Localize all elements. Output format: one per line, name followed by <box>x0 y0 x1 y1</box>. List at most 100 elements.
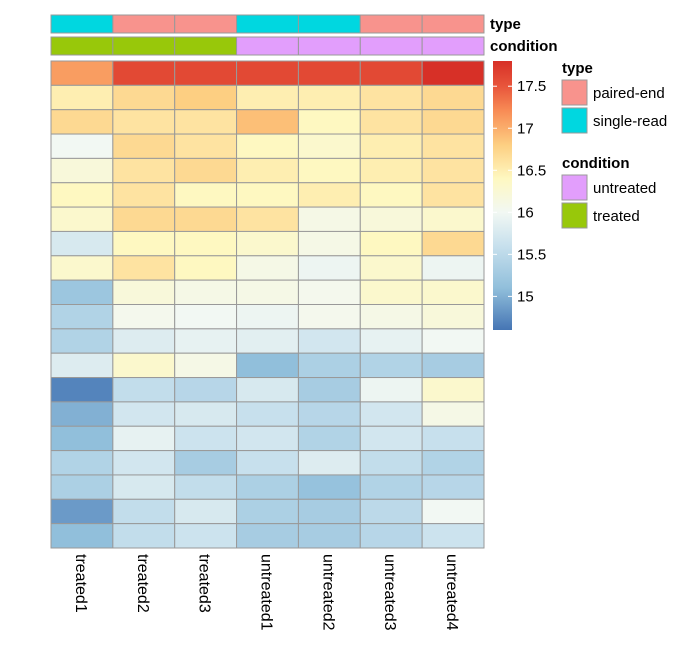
annotation-cell <box>236 36 299 56</box>
heatmap-cell <box>297 255 361 281</box>
heatmap-cell <box>359 450 423 476</box>
heatmap-cell <box>112 157 176 184</box>
heatmap-cell <box>359 328 423 354</box>
heatmap-cell <box>236 206 299 232</box>
heatmap-cell <box>112 60 176 86</box>
heatmap-cell <box>421 255 485 281</box>
heatmap-cell <box>359 474 423 500</box>
legend-item-label: paired-end <box>593 85 665 102</box>
heatmap-cell <box>421 182 485 208</box>
heatmap-cell <box>359 84 423 111</box>
heatmap-cell <box>50 304 114 330</box>
legend-item-label: untreated <box>593 180 656 197</box>
heatmap-cell <box>236 133 299 159</box>
heatmap-cell <box>421 206 485 232</box>
annotation-cell <box>112 36 176 56</box>
heatmap-cell <box>421 279 485 305</box>
heatmap-cell <box>421 230 485 257</box>
heatmap-cell <box>50 182 114 208</box>
color-scale-tick-label: 16 <box>517 204 534 221</box>
heatmap-cell <box>359 157 423 184</box>
heatmap-cell <box>297 498 361 525</box>
heatmap-cell <box>421 450 485 476</box>
heatmap-cell <box>236 60 299 86</box>
heatmap-cell <box>297 157 361 184</box>
heatmap-cell <box>50 450 114 476</box>
color-scale-tick-label: 17 <box>517 120 534 137</box>
annotation-cell <box>174 14 238 34</box>
heatmap-cell <box>112 133 176 159</box>
heatmap-cell <box>174 474 238 500</box>
color-scale-bar <box>493 61 512 330</box>
heatmap-cell <box>50 328 114 354</box>
heatmap-cell <box>112 377 176 403</box>
heatmap-cell <box>174 498 238 525</box>
heatmap-cell <box>112 401 176 427</box>
heatmap-cell <box>112 279 176 305</box>
heatmap-cell <box>174 230 238 257</box>
color-scale-tick-label: 15.5 <box>517 246 546 263</box>
heatmap-cell <box>236 279 299 305</box>
heatmap-cell <box>297 401 361 427</box>
heatmap-cell <box>50 523 114 549</box>
heatmap-cell <box>236 304 299 330</box>
heatmap-cell <box>174 425 238 452</box>
annotation-tracks: type condition <box>50 14 558 56</box>
heatmap-cell <box>236 450 299 476</box>
legend-swatch <box>561 79 588 106</box>
legend-swatch <box>561 107 588 134</box>
column-label: untreated3 <box>381 554 398 631</box>
heatmap-cell <box>112 230 176 257</box>
heatmap-cell <box>359 304 423 330</box>
heatmap-cell <box>359 60 423 86</box>
heatmap-cell <box>359 523 423 549</box>
heatmap-cell <box>359 133 423 159</box>
heatmap-cell <box>236 523 299 549</box>
heatmap-cell <box>50 498 114 525</box>
heatmap-cell <box>297 60 361 86</box>
heatmap-cell <box>297 133 361 159</box>
heatmap-cell <box>174 60 238 86</box>
heatmap-cell <box>421 498 485 525</box>
heatmap-cell <box>421 352 485 379</box>
heatmap-cell <box>174 157 238 184</box>
heatmap-cell <box>236 377 299 403</box>
heatmap-cell <box>112 206 176 232</box>
heatmap-cell <box>297 425 361 452</box>
heatmap-cell <box>174 328 238 354</box>
heatmap-cell <box>50 474 114 500</box>
annotation-cell <box>421 36 485 56</box>
heatmap-cell <box>421 328 485 354</box>
heatmap-cell <box>174 304 238 330</box>
heatmap-cell <box>359 230 423 257</box>
heatmap-cell <box>174 133 238 159</box>
heatmap-cell <box>297 474 361 500</box>
color-scale-legend: 15 15.5 16 16.5 17 17.5 <box>493 61 546 330</box>
heatmap-cell <box>112 182 176 208</box>
annotation-track-label: condition <box>490 38 558 55</box>
annotation-cell <box>112 14 176 34</box>
heatmap-cell <box>112 304 176 330</box>
heatmap-cell <box>174 352 238 379</box>
color-scale-tick-label: 17.5 <box>517 78 546 95</box>
heatmap-cell <box>174 109 238 135</box>
heatmap-cell <box>297 230 361 257</box>
heatmap-cell <box>297 377 361 403</box>
heatmap-cell <box>297 352 361 379</box>
heatmap-cell <box>112 523 176 549</box>
column-label: treated2 <box>134 554 151 613</box>
heatmap-cell <box>421 474 485 500</box>
heatmap-cell <box>421 157 485 184</box>
heatmap-cell <box>236 328 299 354</box>
heatmap-cell <box>112 450 176 476</box>
annotation-cell <box>236 14 299 34</box>
heatmap-cell <box>421 133 485 159</box>
heatmap-cell <box>297 304 361 330</box>
legend-title: type <box>562 60 593 77</box>
heatmap-cell <box>174 255 238 281</box>
heatmap-cell <box>297 328 361 354</box>
heatmap-cell <box>112 498 176 525</box>
annotation-cell <box>50 36 114 56</box>
heatmap-cell <box>50 255 114 281</box>
heatmap-cell <box>236 474 299 500</box>
